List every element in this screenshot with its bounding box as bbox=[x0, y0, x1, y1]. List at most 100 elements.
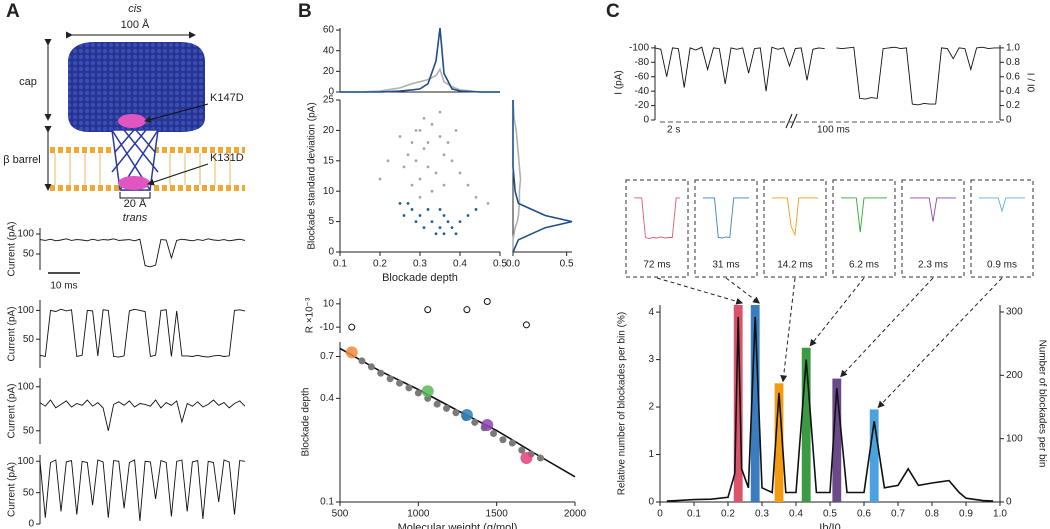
y-tick-label: 50 bbox=[23, 249, 35, 260]
point bbox=[474, 208, 478, 211]
y-tick-label: -60 bbox=[635, 71, 650, 82]
bar bbox=[750, 305, 760, 502]
point bbox=[386, 375, 394, 383]
trace bbox=[634, 197, 680, 239]
point bbox=[410, 183, 414, 187]
y-tick-label: 0 bbox=[648, 497, 654, 508]
y-axis-label: R ×10⁻³ bbox=[305, 297, 316, 333]
point bbox=[458, 171, 462, 175]
y-tick-label: 60 bbox=[323, 25, 335, 36]
scale-bar-label: 100 ms bbox=[817, 125, 850, 136]
cap-label: cap bbox=[19, 76, 37, 88]
y2-axis-label: Number of blockades per bin bbox=[1036, 340, 1047, 468]
point bbox=[430, 122, 434, 126]
point bbox=[421, 385, 434, 398]
y-tick-label: 4 bbox=[648, 307, 654, 318]
x-tick-label: 0.4 bbox=[789, 509, 803, 520]
x-axis-label: Molecular weight (g/mol) bbox=[398, 522, 518, 529]
point bbox=[508, 439, 516, 447]
inset-arrow bbox=[780, 277, 796, 383]
trace bbox=[910, 197, 956, 222]
point bbox=[402, 165, 406, 169]
point bbox=[446, 220, 450, 224]
trans-label: trans bbox=[123, 212, 148, 224]
x-tick-label: 1500 bbox=[486, 509, 509, 520]
point bbox=[522, 321, 530, 329]
point bbox=[418, 214, 422, 217]
point bbox=[430, 189, 434, 193]
y-axis-label: Blockade depth bbox=[301, 388, 312, 457]
point bbox=[433, 400, 441, 408]
axis-break bbox=[785, 113, 798, 129]
point bbox=[458, 220, 462, 224]
y-tick-label: 40 bbox=[323, 45, 335, 56]
point bbox=[345, 346, 358, 359]
point bbox=[378, 177, 382, 181]
y2-tick-label: 0.2 bbox=[1006, 100, 1020, 111]
inset-caption: 6.2 ms bbox=[849, 260, 879, 271]
point bbox=[414, 220, 418, 224]
inset-frame bbox=[970, 179, 1034, 278]
x-tick-label: 0.3 bbox=[413, 259, 427, 270]
point bbox=[434, 232, 438, 236]
trace bbox=[666, 316, 994, 502]
point bbox=[518, 446, 526, 454]
x-tick-label: 0.9 bbox=[959, 509, 973, 520]
width-label: 100 Å bbox=[121, 18, 150, 31]
point bbox=[422, 116, 426, 120]
x-tick-label: 0.0 bbox=[506, 259, 520, 270]
y-tick-label: 3 bbox=[648, 354, 654, 365]
point bbox=[406, 201, 410, 205]
trace bbox=[979, 197, 1025, 213]
point bbox=[398, 201, 402, 205]
x-tick-label: 0.5 bbox=[560, 259, 574, 270]
x-tick-label: 500 bbox=[332, 509, 349, 520]
y-axis-label: Blockade standard deviation (pA) bbox=[307, 102, 318, 249]
point bbox=[424, 306, 432, 314]
scale-bar-label: 10 ms bbox=[50, 281, 77, 292]
point bbox=[430, 220, 434, 224]
y-axis-label: Current (pA) bbox=[7, 306, 18, 361]
point bbox=[499, 436, 507, 444]
inset-caption: 31 ms bbox=[712, 260, 739, 271]
inset-frame bbox=[901, 179, 965, 278]
y2-axis-label: I / I0 bbox=[1024, 73, 1035, 93]
residue-label: K147D bbox=[210, 92, 244, 104]
y-tick-label: 50 bbox=[23, 487, 35, 498]
trace bbox=[703, 197, 749, 239]
point bbox=[466, 214, 470, 217]
y-tick-label: 100 bbox=[17, 305, 34, 316]
point bbox=[463, 306, 471, 314]
cis-label: cis bbox=[128, 3, 142, 15]
inset-caption: 14.2 ms bbox=[777, 260, 813, 271]
y2-tick-label: 0.6 bbox=[1006, 71, 1020, 82]
y2-tick-label: 200 bbox=[1006, 370, 1023, 381]
point bbox=[426, 165, 430, 169]
point bbox=[460, 409, 473, 422]
point bbox=[442, 153, 446, 157]
y-axis-label: Current (pA) bbox=[7, 462, 18, 517]
point bbox=[450, 159, 454, 163]
x-tick-label: 0.7 bbox=[891, 509, 905, 520]
inset-frame bbox=[625, 179, 689, 278]
y-tick-label: 0.1 bbox=[320, 497, 334, 508]
y-tick-label: 20 bbox=[323, 66, 335, 77]
inset-frame bbox=[763, 179, 827, 278]
barrel-label: β barrel bbox=[3, 154, 41, 166]
residue-label: K131D bbox=[210, 152, 244, 164]
point bbox=[348, 323, 356, 331]
bar bbox=[832, 378, 842, 502]
point bbox=[443, 404, 451, 412]
y-tick-label: 0.4 bbox=[320, 393, 334, 404]
y-tick-label: 100 bbox=[17, 381, 34, 392]
trace bbox=[39, 459, 246, 521]
inset-arrow bbox=[877, 277, 1003, 409]
inset-caption: 72 ms bbox=[643, 260, 670, 271]
x-tick-label: 1.0 bbox=[993, 509, 1007, 520]
bar bbox=[869, 409, 879, 502]
y-tick-label: -80 bbox=[635, 57, 650, 68]
x-tick-label: 0.1 bbox=[333, 259, 347, 270]
x-tick-label: 0.5 bbox=[493, 259, 507, 270]
point bbox=[438, 226, 442, 230]
